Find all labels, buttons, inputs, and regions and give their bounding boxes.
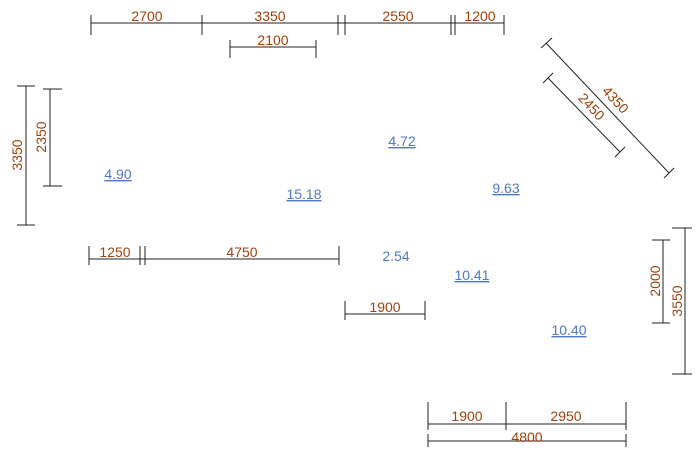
dimension-tick xyxy=(540,37,553,49)
dimension-right-3550: 3550 xyxy=(669,227,692,375)
diagonal-dimension-4350: 4350 xyxy=(540,37,675,179)
dimension-label: 2700 xyxy=(131,8,162,24)
dimension-line xyxy=(547,77,621,153)
dimension-label: 2950 xyxy=(550,408,581,424)
dimension-bottom-4800: 4800 xyxy=(427,429,627,447)
dimension-tick xyxy=(542,72,554,84)
room-area-label: 10.41 xyxy=(454,267,489,283)
dimension-label: 1250 xyxy=(99,244,130,260)
dimension-line xyxy=(545,42,670,174)
dimension-label: 2550 xyxy=(382,8,413,24)
room-area-label: 10.40 xyxy=(551,322,586,338)
dimension-label: 2100 xyxy=(257,32,288,48)
dimension-mid-1900: 1900 xyxy=(344,299,426,320)
dimension-label: 1900 xyxy=(369,299,400,315)
room-area-label: 4.72 xyxy=(388,133,415,149)
room-area-label: 9.63 xyxy=(492,180,519,196)
room-area-label: 4.90 xyxy=(104,166,131,182)
dimension-label: 2000 xyxy=(647,265,663,296)
dimension-tick xyxy=(663,167,675,179)
room-area-labels: 4.90 15.18 4.72 9.63 2.54 10.41 10.40 xyxy=(104,133,586,338)
dimension-label: 2350 xyxy=(33,121,49,152)
dimension-label: 1900 xyxy=(451,408,482,424)
middle-dimension-chain: 1250 4750 xyxy=(88,244,340,265)
room-area-label: 2.54 xyxy=(382,248,409,264)
dimension-label: 4750 xyxy=(226,244,257,260)
bottom-dimension-chain: 1900 2950 xyxy=(427,402,627,430)
dimension-label: 1200 xyxy=(464,8,495,24)
dimension-left-3350: 3350 xyxy=(9,85,35,226)
dimension-left-2350: 2350 xyxy=(33,88,62,187)
dimension-right-2000: 2000 xyxy=(647,239,670,324)
top-dimension-chain: 2700 3350 2550 1200 xyxy=(90,8,505,35)
dimension-2100: 2100 xyxy=(229,32,317,58)
dimension-label: 3550 xyxy=(669,285,685,316)
dimension-tick xyxy=(614,146,626,158)
dimension-label: 3350 xyxy=(254,8,285,24)
dimension-label: 3350 xyxy=(9,139,25,170)
dimension-label: 4800 xyxy=(511,429,542,445)
room-area-label: 15.18 xyxy=(286,186,321,202)
